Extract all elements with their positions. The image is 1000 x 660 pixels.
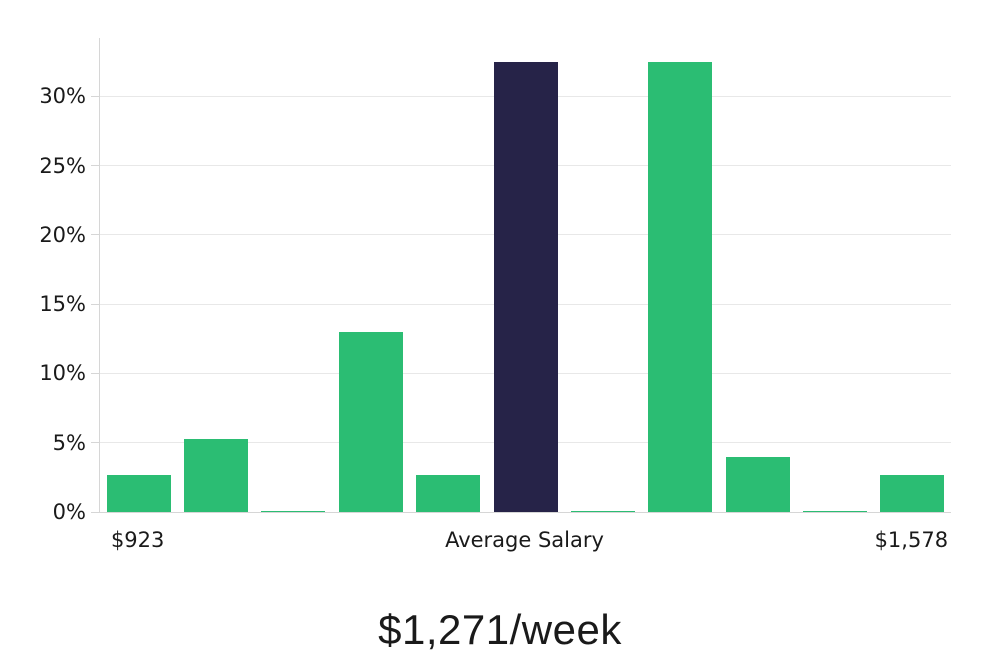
chart-title: $1,271/week — [378, 606, 622, 653]
bar-8 — [725, 456, 790, 512]
y-axis-tick — [91, 442, 100, 444]
bar-average-salary-highlight — [493, 61, 558, 512]
y-axis-label-25pct: 25% — [39, 153, 86, 178]
y-axis-label-0pct: 0% — [52, 500, 86, 524]
bar-2 — [261, 510, 326, 512]
bar-1 — [184, 438, 249, 512]
y-axis-tick — [91, 95, 100, 97]
bar-9 — [802, 510, 867, 512]
bar-3 — [338, 331, 403, 512]
y-axis-label-15pct: 15% — [39, 292, 86, 317]
bar-6 — [570, 510, 635, 512]
y-axis-label-10pct: 10% — [39, 361, 86, 386]
bar-10 — [880, 474, 945, 512]
bar-7 — [648, 61, 713, 512]
x-axis-label-average-salary: Average Salary — [445, 528, 604, 552]
plot-area — [91, 38, 951, 513]
y-axis-tick — [91, 234, 100, 236]
y-axis-label-20pct: 20% — [39, 222, 86, 247]
x-axis-label--923: $923 — [110, 528, 165, 552]
y-axis-label-30pct: 30% — [39, 84, 86, 109]
y-axis-tick — [91, 303, 100, 305]
y-axis-tick — [91, 372, 100, 374]
y-axis-label-5pct: 5% — [52, 430, 86, 455]
y-axis-tick — [91, 511, 100, 513]
x-axis-label--1-578: $1,578 — [874, 528, 949, 552]
bar-4 — [416, 474, 481, 512]
bar-0 — [106, 474, 171, 512]
y-axis-tick — [91, 165, 100, 166]
